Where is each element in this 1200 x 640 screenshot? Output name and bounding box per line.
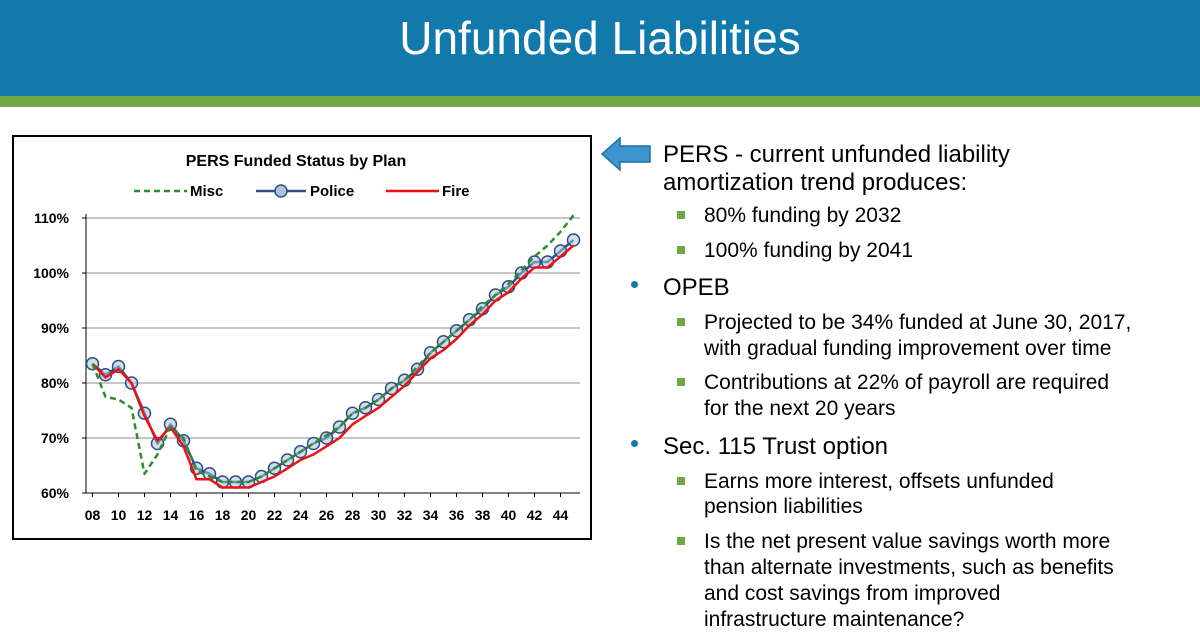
chart-legend: Misc Police Fire: [134, 183, 470, 200]
trust-sub2-line1: Is the net present value savings worth m…: [704, 530, 1111, 553]
bullet-list: PERS - current unfunded liability amorti…: [600, 0, 1200, 640]
x-tick-label: 24: [293, 507, 309, 523]
police-data-point: [410, 362, 425, 376]
police-data-point: [202, 467, 217, 481]
bullet-square-icon: [677, 246, 685, 254]
trust-sub1-line2: pension liabilities: [704, 495, 863, 518]
x-tick-label: 26: [319, 507, 335, 523]
slide-title: Unfunded Liabilities: [399, 12, 801, 64]
trust-sub2-line2: than alternate investments, such as bene…: [704, 556, 1114, 579]
x-tick-label: 40: [501, 507, 517, 523]
trust-sub2-line3: and cost savings from improved: [704, 582, 1001, 605]
bullet-dot-icon: [631, 440, 638, 447]
x-tick-label: 42: [527, 507, 543, 523]
x-tick-label: 28: [345, 507, 361, 523]
pers-funded-status-chart: PERS Funded Status by Plan Misc Police F…: [33, 153, 581, 523]
bullet-square-icon: [677, 318, 685, 326]
y-tick-label: 90%: [41, 320, 70, 336]
x-tick-label: 20: [241, 507, 257, 523]
opeb-bullet: OPEB: [663, 274, 730, 301]
x-tick-label: 16: [189, 507, 205, 523]
opeb-sub1-line1: Projected to be 34% funded at June 30, 2…: [704, 311, 1132, 334]
pers-sub-2: 100% funding by 2041: [704, 239, 914, 262]
accent-stripe: [0, 96, 1200, 107]
x-tick-label: 18: [215, 507, 231, 523]
series-fire-line: [91, 244, 575, 489]
bullet-dot-icon: [631, 281, 638, 288]
legend-misc-label: Misc: [190, 183, 223, 200]
bullet-square-icon: [677, 477, 685, 485]
chart-title: PERS Funded Status by Plan: [186, 153, 406, 170]
chart-frame: PERS Funded Status by Plan Misc Police F…: [12, 135, 592, 540]
y-tick-label: 100%: [33, 265, 69, 281]
x-tick-label: 30: [371, 507, 387, 523]
bullet-square-icon: [677, 211, 685, 219]
series-misc-line: [91, 214, 575, 484]
legend-fire-label: Fire: [442, 183, 470, 200]
bullet-square-icon: [677, 537, 685, 545]
y-tick-label: 60%: [41, 485, 70, 501]
legend-police-label: Police: [310, 183, 354, 200]
trust-sub1-line1: Earns more interest, offsets unfunded: [704, 470, 1054, 493]
left-arrow-icon: [600, 136, 651, 172]
x-tick-label: 36: [449, 507, 465, 523]
y-tick-label: 110%: [34, 210, 70, 226]
x-tick-label: 22: [267, 507, 283, 523]
x-tick-label: 38: [475, 507, 491, 523]
police-data-point: [566, 233, 581, 247]
trust-bullet: Sec. 115 Trust option: [663, 433, 889, 460]
x-tick-label: 12: [137, 507, 153, 523]
bullet-square-icon: [677, 378, 685, 386]
police-data-point: [306, 436, 321, 451]
x-tick-label: 32: [397, 507, 413, 523]
y-tick-label: 80%: [41, 375, 70, 391]
title-bar: [0, 0, 1200, 96]
x-tick-label: 08: [85, 507, 101, 523]
trust-sub2-line4: infrastructure maintenance?: [704, 608, 965, 631]
y-tick-label: 70%: [41, 430, 70, 446]
pers-bullet-line2: amortization trend produces:: [663, 169, 968, 196]
series-police-line: [91, 239, 575, 484]
x-tick-label: 44: [553, 507, 569, 523]
pers-sub-1: 80% funding by 2032: [704, 204, 902, 227]
opeb-sub2-line2: for the next 20 years: [704, 397, 896, 420]
opeb-sub2-line1: Contributions at 22% of payroll are requ…: [704, 371, 1110, 394]
pers-bullet-line1: PERS - current unfunded liability: [663, 141, 1010, 168]
x-tick-label: 34: [423, 507, 439, 523]
police-data-point: [111, 359, 126, 374]
x-tick-label: 10: [111, 507, 127, 523]
police-data-point: [163, 417, 178, 431]
police-data-point: [319, 431, 334, 445]
opeb-sub1-line2: with gradual funding improvement over ti…: [704, 337, 1112, 360]
legend-police-marker: [274, 184, 288, 198]
x-tick-label: 14: [163, 507, 179, 523]
